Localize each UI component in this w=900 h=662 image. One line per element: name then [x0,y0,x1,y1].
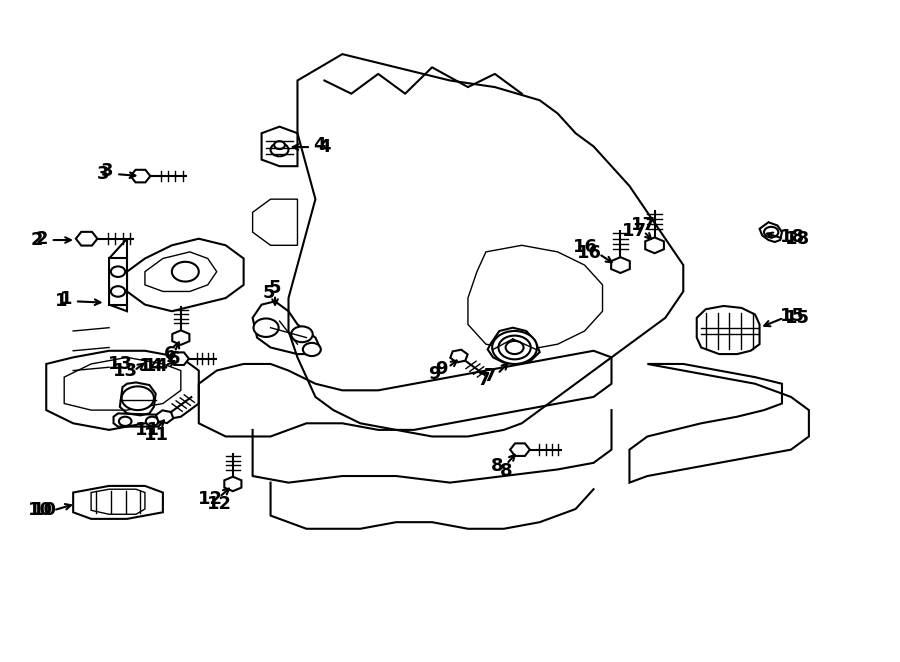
Circle shape [111,266,125,277]
Text: 12: 12 [198,490,223,508]
Circle shape [506,341,524,354]
Circle shape [499,336,531,359]
Text: 13: 13 [112,361,138,379]
Text: 14: 14 [144,357,169,375]
Text: 7: 7 [478,371,491,389]
Text: 3: 3 [96,165,109,183]
Text: 16: 16 [573,238,598,256]
Circle shape [271,143,289,156]
Text: 12: 12 [207,495,232,512]
Text: 5: 5 [263,284,275,302]
Circle shape [146,416,158,426]
Text: 16: 16 [577,244,601,262]
Circle shape [292,326,312,342]
Polygon shape [109,239,127,311]
Text: 6: 6 [164,345,176,363]
Text: 5: 5 [269,279,282,297]
Text: 18: 18 [780,228,806,246]
Circle shape [764,227,778,238]
Text: 8: 8 [500,462,513,480]
Text: 4: 4 [318,138,330,156]
Circle shape [274,141,285,149]
Circle shape [122,387,154,410]
Text: 6: 6 [168,350,181,367]
Text: 10: 10 [32,501,57,519]
Circle shape [254,318,279,337]
Circle shape [492,331,537,364]
Text: 15: 15 [780,307,806,326]
Text: 14: 14 [139,357,164,375]
Circle shape [303,343,320,356]
Text: 9: 9 [428,365,441,383]
Text: 2: 2 [35,230,48,248]
Text: 11: 11 [135,421,160,439]
Text: 4: 4 [314,136,326,154]
Text: 15: 15 [785,308,810,327]
Text: 8: 8 [491,457,504,475]
Text: 17: 17 [622,222,647,240]
Text: 1: 1 [59,291,72,308]
Text: 7: 7 [484,367,497,385]
Text: 9: 9 [435,359,447,377]
Text: 17: 17 [631,216,656,234]
Text: 2: 2 [31,231,43,249]
Text: 3: 3 [101,162,113,181]
Circle shape [119,416,131,426]
Text: 11: 11 [144,426,169,444]
Circle shape [111,286,125,297]
Text: 10: 10 [28,501,52,519]
Text: 18: 18 [785,230,810,248]
Circle shape [172,261,199,281]
Text: 13: 13 [108,355,133,373]
Text: 1: 1 [55,293,68,310]
